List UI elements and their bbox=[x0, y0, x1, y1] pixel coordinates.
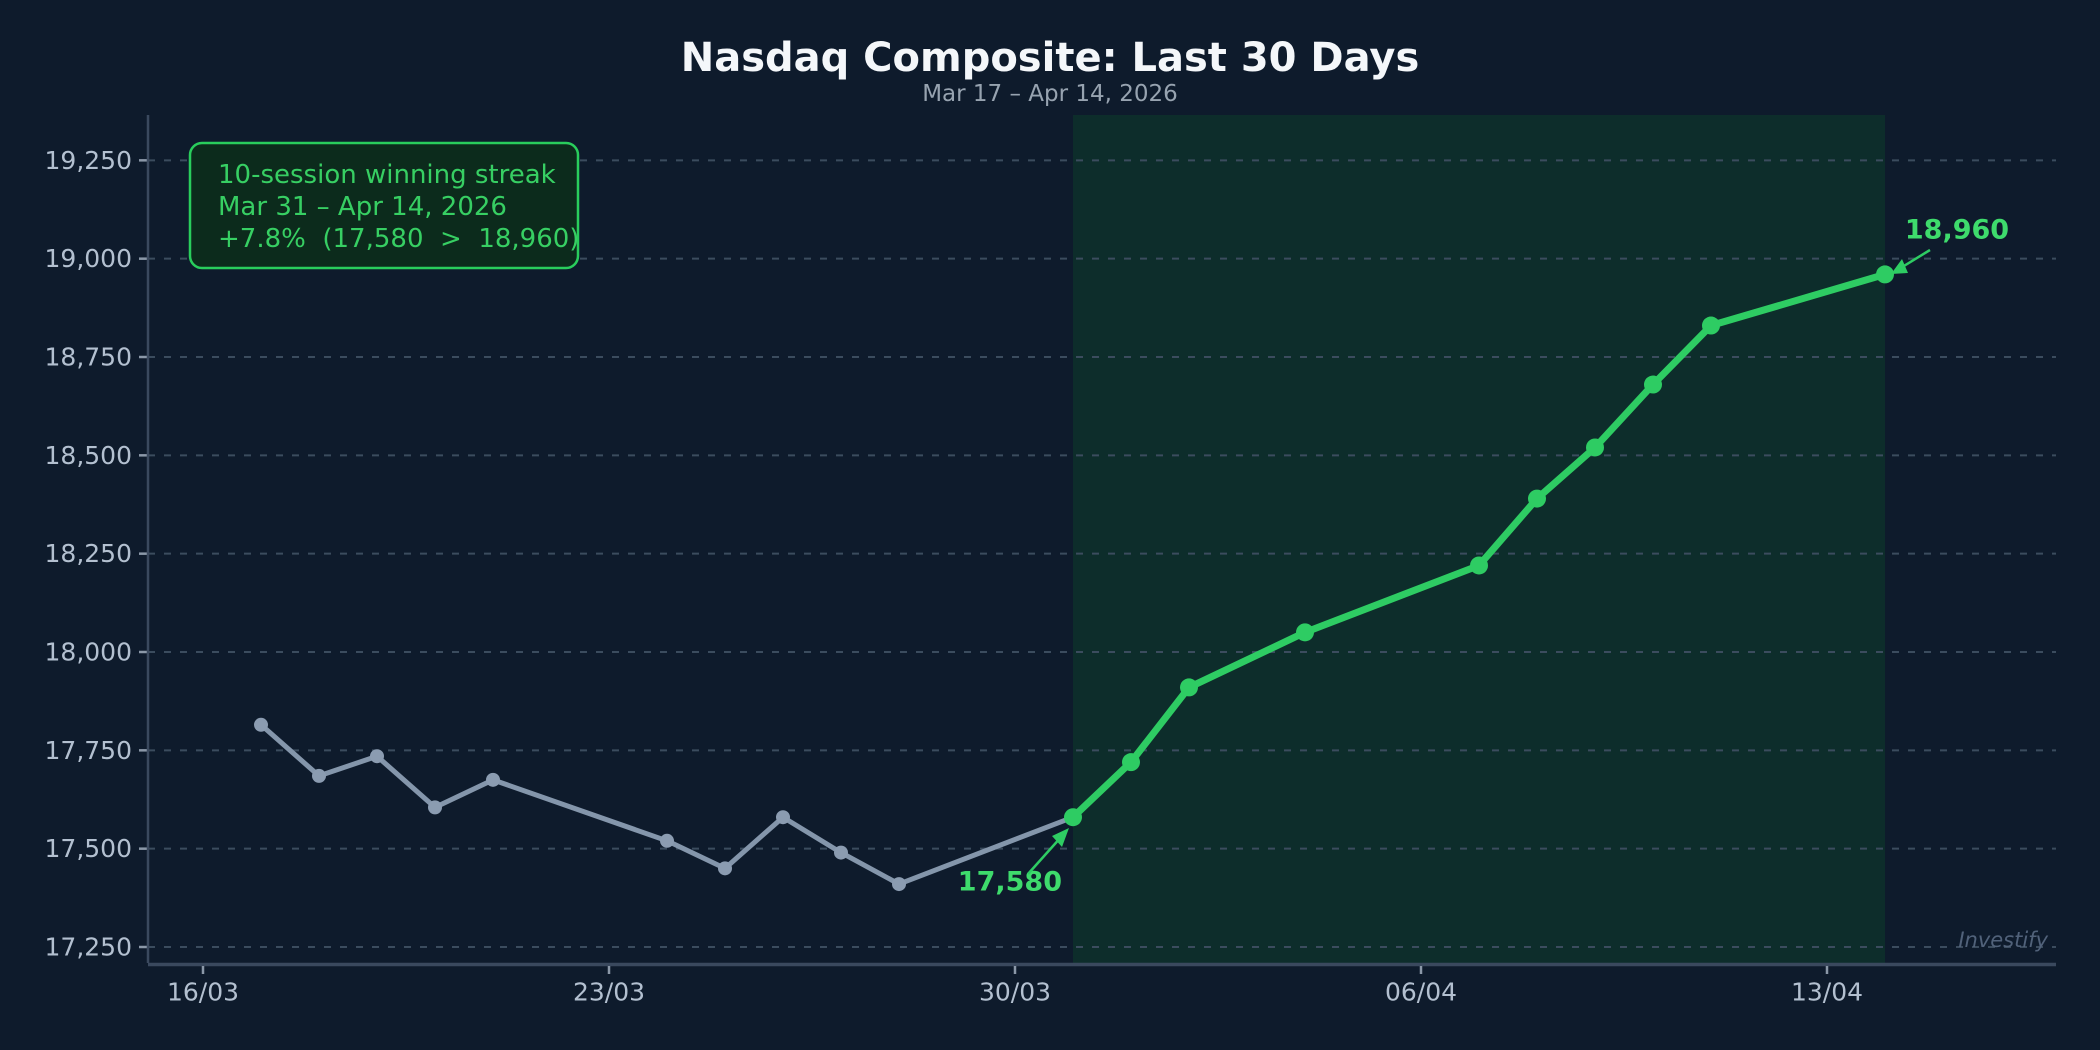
y-tick-label: 19,000 bbox=[45, 244, 132, 273]
annotation-line-2: Mar 31 – Apr 14, 2026 bbox=[218, 192, 507, 222]
winning-streak-point bbox=[1528, 489, 1546, 508]
gridlines bbox=[148, 159, 2056, 948]
pre-streak-point bbox=[776, 810, 790, 825]
winning-streak-point bbox=[1470, 556, 1488, 575]
y-tick-label: 18,750 bbox=[45, 343, 132, 372]
streak-start-arrowhead bbox=[1052, 828, 1069, 847]
winning-streak-point bbox=[1644, 375, 1662, 394]
pre-streak-point bbox=[892, 877, 906, 892]
winning-streak-point bbox=[1876, 265, 1894, 284]
pre-streak-point bbox=[370, 749, 384, 764]
data-series bbox=[254, 265, 1894, 892]
axes bbox=[139, 115, 2056, 974]
y-tick-label: 17,500 bbox=[45, 834, 132, 863]
winning-streak-line bbox=[1069, 270, 1889, 821]
watermark: Investify bbox=[1958, 928, 2048, 952]
streak-start-arrow bbox=[1027, 835, 1063, 875]
x-tick-label: 30/03 bbox=[979, 978, 1051, 1007]
pre-streak-point bbox=[312, 768, 326, 783]
y-axis-labels: 17,250 17,500 17,750 18,000 18,250 18,500 18,7… bbox=[45, 146, 132, 962]
chart-title: Nasdaq Composite: Last 30 Days bbox=[681, 35, 1420, 81]
streak-start-value-label: 17,580 bbox=[958, 867, 1062, 898]
pre-streak-point bbox=[254, 717, 268, 732]
highlight-band-rect bbox=[1073, 115, 1885, 963]
winning-streak-point bbox=[1296, 623, 1314, 642]
x-tick-label: 16/03 bbox=[167, 978, 239, 1007]
x-tick-label: 23/03 bbox=[573, 978, 645, 1007]
y-tick-label: 17,750 bbox=[45, 736, 132, 765]
pre-streak-point bbox=[660, 833, 674, 848]
pre-streak-point bbox=[486, 772, 500, 787]
y-tick-label: 18,000 bbox=[45, 638, 132, 667]
pre-streak-point bbox=[428, 800, 442, 815]
streak-highlight-band bbox=[1073, 115, 1885, 963]
y-tick-label: 19,250 bbox=[45, 146, 132, 175]
pre-streak-point bbox=[834, 845, 848, 860]
winning-streak-point bbox=[1586, 438, 1604, 457]
streak-end-value-label: 18,960 bbox=[1905, 215, 2009, 246]
streak-end-callout: 18,960 bbox=[1891, 215, 2009, 274]
annotation-line-3: +7.8% (17,580 > 18,960) bbox=[218, 224, 579, 254]
x-tick-label: 06/04 bbox=[1385, 978, 1457, 1007]
chart-subtitle: Mar 17 – Apr 14, 2026 bbox=[922, 81, 1178, 107]
y-tick-label: 17,250 bbox=[45, 933, 132, 962]
winning-streak-point bbox=[1064, 808, 1082, 827]
annotation-line-1: 10-session winning streak bbox=[218, 160, 556, 190]
annotation-box-outline bbox=[188, 141, 580, 270]
winning-streak-point bbox=[1180, 678, 1198, 697]
streak-annotation-box: 10-session winning streak Mar 31 – Apr 1… bbox=[188, 141, 580, 270]
winning-streak-point bbox=[1122, 753, 1140, 772]
y-tick-label: 18,250 bbox=[45, 539, 132, 568]
streak-start-callout: 17,580 bbox=[958, 828, 1069, 898]
x-tick-label: 13/04 bbox=[1791, 978, 1863, 1007]
winning-streak-point bbox=[1702, 316, 1720, 335]
y-tick-label: 18,500 bbox=[45, 441, 132, 470]
x-axis-labels: 16/03 23/03 30/03 06/04 13/04 bbox=[167, 978, 1863, 1007]
streak-end-arrowhead bbox=[1891, 259, 1908, 274]
pre-streak-point bbox=[718, 861, 732, 876]
